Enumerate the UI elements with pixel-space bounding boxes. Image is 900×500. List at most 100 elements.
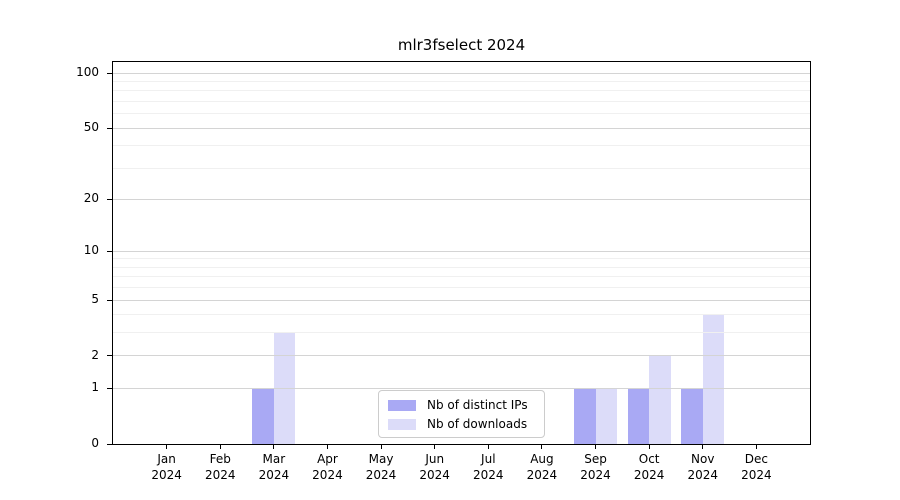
x-tick-label-may: May 2024: [349, 451, 413, 483]
bar-downloads-sep: [595, 388, 617, 444]
y-tick-label-5: 5: [91, 292, 99, 306]
bar-downloads-nov: [702, 314, 725, 444]
x-tick-year: 2024: [687, 468, 719, 482]
x-tick-month: Sep: [584, 452, 607, 466]
gridline-minor-90: [113, 81, 810, 83]
y-tick-label-100: 100: [76, 65, 99, 80]
x-tick-label-mar: Mar 2024: [242, 451, 306, 483]
y-tick-mark-2: [107, 355, 112, 357]
gridline-major-100: [113, 72, 810, 74]
x-tick-mark-feb: [219, 445, 221, 449]
legend-label-downloads: Nb of downloads: [427, 417, 528, 431]
x-tick-year: 2024: [633, 468, 665, 482]
y-tick-mark-10: [107, 250, 112, 252]
y-tick-label-10: 10: [83, 243, 99, 258]
gridline-minor-6: [113, 287, 810, 289]
x-tick-year: 2024: [741, 468, 772, 482]
y-tick-mark-0: [107, 443, 112, 445]
x-tick-label-jan: Jan 2024: [135, 451, 199, 483]
x-tick-mark-oct: [648, 445, 650, 449]
x-tick-mark-sep: [595, 445, 597, 449]
x-tick-label-dec: Dec 2024: [724, 451, 788, 483]
gridline-major-10: [113, 250, 810, 252]
gridline-minor-7: [113, 276, 810, 278]
legend-item-distinct-ips: Nb of distinct IPs: [388, 397, 535, 413]
gridline-minor-40: [113, 145, 810, 147]
gridline-major-20: [113, 198, 810, 200]
x-tick-label-sep: Sep 2024: [564, 451, 628, 483]
x-tick-month: Jan: [157, 452, 176, 466]
y-tick-mark-50: [107, 127, 112, 129]
bar-distinct-ips-oct: [627, 388, 650, 444]
legend-swatch-downloads: [388, 418, 416, 430]
y-tick-mark-1: [107, 387, 112, 389]
y-tick-label-2: 2: [91, 347, 99, 362]
gridline-minor-80: [113, 90, 810, 92]
x-tick-year: 2024: [526, 468, 558, 482]
x-tick-mark-nov: [702, 445, 704, 449]
x-tick-month: Jun: [425, 452, 445, 466]
x-tick-label-aug: Aug 2024: [510, 451, 574, 483]
x-tick-month: Feb: [209, 452, 231, 466]
x-tick-mark-jul: [487, 445, 489, 449]
chart-title: mlr3fselect 2024: [397, 36, 526, 54]
y-tick-mark-100: [107, 72, 112, 74]
x-tick-year: 2024: [312, 468, 343, 482]
x-tick-month: Nov: [691, 452, 715, 466]
gridline-minor-70: [113, 100, 810, 102]
x-tick-month: Apr: [317, 452, 338, 466]
gridline-major-1: [113, 387, 810, 389]
x-tick-month: Dec: [744, 452, 768, 466]
y-tick-label-1: 1: [91, 380, 99, 395]
bar-downloads-oct: [649, 355, 671, 444]
x-tick-month: May: [368, 452, 394, 466]
x-tick-mark-apr: [326, 445, 328, 449]
bar-distinct-ips-sep: [574, 388, 596, 444]
gridline-major-5: [113, 299, 810, 301]
x-tick-label-apr: Apr 2024: [295, 451, 359, 483]
gridline-minor-60: [113, 113, 810, 115]
gridline-minor-30: [113, 167, 810, 169]
x-tick-year: 2024: [258, 468, 290, 482]
y-tick-label-50: 50: [83, 120, 99, 135]
y-tick-mark-5: [107, 299, 112, 301]
legend-label-distinct-ips: Nb of distinct IPs: [427, 398, 528, 412]
gridline-minor-8: [113, 266, 810, 268]
x-tick-month: Jul: [481, 452, 496, 466]
x-tick-mark-dec: [755, 445, 757, 449]
x-tick-year: 2024: [419, 468, 450, 482]
plot-area: [112, 61, 811, 445]
y-tick-mark-20: [107, 198, 112, 200]
x-tick-year: 2024: [151, 468, 182, 482]
legend-item-downloads: Nb of downloads: [388, 416, 535, 432]
x-tick-mark-jan: [166, 445, 168, 449]
x-tick-year: 2024: [580, 468, 611, 482]
legend-swatch-distinct-ips: [388, 399, 416, 411]
y-tick-label-0: 0: [91, 436, 99, 450]
gridline-major-50: [113, 127, 810, 129]
x-tick-label-oct: Oct 2024: [617, 451, 681, 483]
x-tick-mark-jun: [434, 445, 436, 449]
bar-distinct-ips-nov: [681, 388, 703, 444]
x-tick-month: Mar: [262, 452, 286, 466]
x-tick-mark-mar: [273, 445, 275, 449]
gridline-major-2: [113, 355, 810, 357]
gridline-minor-9: [113, 258, 810, 260]
y-tick-label-20: 20: [83, 191, 99, 206]
x-tick-mark-may: [380, 445, 382, 449]
gridline-minor-4: [113, 314, 810, 316]
bar-distinct-ips-mar: [252, 388, 274, 444]
x-tick-month: Aug: [530, 452, 554, 466]
x-tick-label-feb: Feb 2024: [188, 451, 252, 483]
x-tick-year: 2024: [473, 468, 504, 482]
x-tick-year: 2024: [365, 468, 397, 482]
x-tick-mark-aug: [541, 445, 543, 449]
x-tick-label-jun: Jun 2024: [403, 451, 467, 483]
x-tick-month: Oct: [638, 452, 660, 466]
legend: Nb of distinct IPs Nb of downloads: [378, 390, 545, 438]
x-tick-year: 2024: [204, 468, 236, 482]
x-tick-label-nov: Nov 2024: [671, 451, 735, 483]
x-tick-label-jul: Jul 2024: [456, 451, 520, 483]
gridline-minor-3: [113, 332, 810, 334]
